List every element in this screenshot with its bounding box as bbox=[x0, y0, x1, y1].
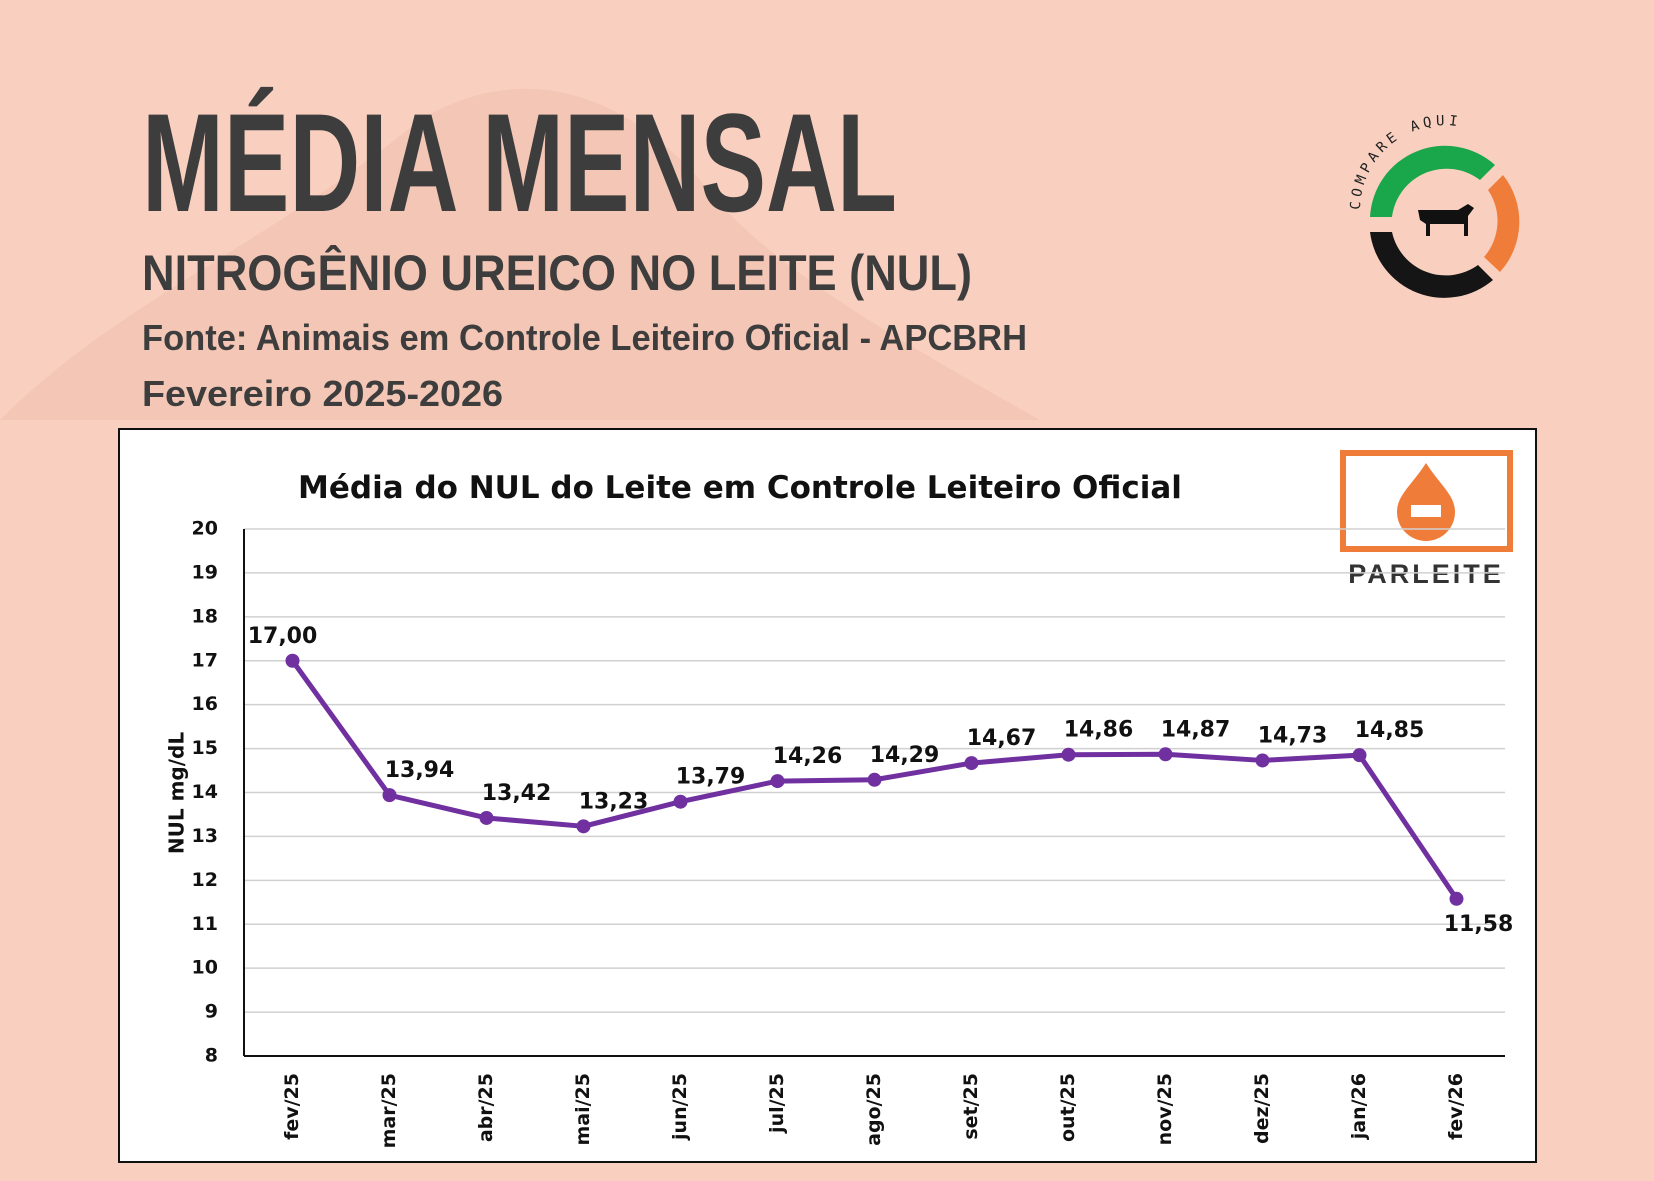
y-tick-label: 14 bbox=[192, 781, 218, 803]
y-tick-label: 11 bbox=[192, 913, 218, 935]
x-tick-label: nov/25 bbox=[1154, 1073, 1176, 1145]
data-point bbox=[1449, 891, 1464, 906]
x-tick-label: abr/25 bbox=[475, 1073, 497, 1142]
splash bbox=[0, 88, 1040, 420]
data-label: 11,58 bbox=[1444, 912, 1514, 937]
y-tick-label: 16 bbox=[192, 693, 218, 715]
data-label: 14,29 bbox=[870, 743, 940, 768]
data-label: 13,94 bbox=[385, 758, 455, 783]
y-tick-label: 9 bbox=[205, 1001, 218, 1023]
x-tick-label: mai/25 bbox=[572, 1073, 594, 1146]
cow-icon bbox=[1418, 204, 1474, 236]
data-point bbox=[1061, 747, 1076, 762]
data-label: 13,42 bbox=[482, 781, 552, 806]
x-tick-label: jul/25 bbox=[766, 1073, 788, 1134]
logo-cow bbox=[1411, 505, 1441, 517]
data-point bbox=[1158, 747, 1173, 762]
logo-arc bbox=[1370, 232, 1493, 298]
parleite-logo: PARLEITE bbox=[1340, 450, 1513, 589]
data-label: 13,23 bbox=[579, 789, 649, 814]
y-tick-label: 10 bbox=[192, 957, 218, 979]
chart-title: Média do NUL do Leite em Controle Leitei… bbox=[298, 470, 1182, 506]
x-tick-label: dez/25 bbox=[1251, 1073, 1273, 1144]
data-point bbox=[479, 810, 494, 825]
data-point bbox=[382, 788, 397, 803]
logo-text: PARLEITE bbox=[1348, 559, 1504, 589]
data-label: 14,73 bbox=[1258, 723, 1328, 748]
data-point bbox=[1255, 753, 1270, 768]
x-tick-label: jan/26 bbox=[1348, 1073, 1370, 1140]
logo-arc bbox=[1370, 145, 1495, 217]
y-tick-label: 12 bbox=[192, 869, 218, 891]
y-tick-label: 8 bbox=[205, 1045, 218, 1067]
data-point bbox=[964, 756, 979, 771]
data-label: 13,79 bbox=[676, 765, 746, 790]
data-label: 14,26 bbox=[773, 744, 843, 769]
data-label: 14,86 bbox=[1064, 718, 1134, 743]
x-tick-label: fev/25 bbox=[281, 1073, 303, 1140]
x-tick-label: out/25 bbox=[1057, 1073, 1079, 1142]
title: MÉDIA MENSAL bbox=[142, 84, 897, 241]
data-point bbox=[770, 774, 785, 789]
y-tick-label: 15 bbox=[192, 737, 218, 759]
data-point bbox=[576, 819, 591, 834]
data-label: 14,87 bbox=[1161, 717, 1231, 742]
y-tick-label: 18 bbox=[192, 605, 218, 627]
subtitle: NITROGÊNIO UREICO NO LEITE (NUL) bbox=[142, 245, 972, 301]
x-tick-label: set/25 bbox=[960, 1073, 982, 1140]
period: Fevereiro 2025-2026 bbox=[142, 373, 503, 414]
source: Fonte: Animais em Controle Leiteiro Ofic… bbox=[142, 317, 1027, 358]
x-tick-label: mar/25 bbox=[378, 1073, 400, 1148]
data-point bbox=[867, 772, 882, 787]
data-point bbox=[673, 794, 688, 809]
logo-arc bbox=[1484, 175, 1520, 272]
y-axis-label: NUL mg/dL bbox=[165, 732, 189, 854]
y-tick-label: 13 bbox=[192, 825, 218, 847]
logo-drop bbox=[1397, 463, 1455, 541]
logo-screen bbox=[1340, 450, 1513, 552]
chart-frame bbox=[118, 428, 1537, 1163]
data-point bbox=[285, 653, 300, 668]
chart: Média do NUL do Leite em Controle Leitei… bbox=[165, 470, 1514, 1148]
x-tick-label: jun/25 bbox=[669, 1073, 691, 1141]
data-label: 14,67 bbox=[967, 726, 1037, 751]
data-label: 14,85 bbox=[1355, 718, 1425, 743]
data-label: 17,00 bbox=[248, 624, 318, 649]
x-tick-label: ago/25 bbox=[863, 1073, 885, 1146]
x-tick-label: fev/26 bbox=[1445, 1073, 1467, 1140]
y-tick-label: 19 bbox=[192, 561, 218, 583]
data-point bbox=[1352, 748, 1367, 763]
y-tick-label: 20 bbox=[192, 518, 218, 540]
y-tick-label: 17 bbox=[192, 649, 218, 671]
